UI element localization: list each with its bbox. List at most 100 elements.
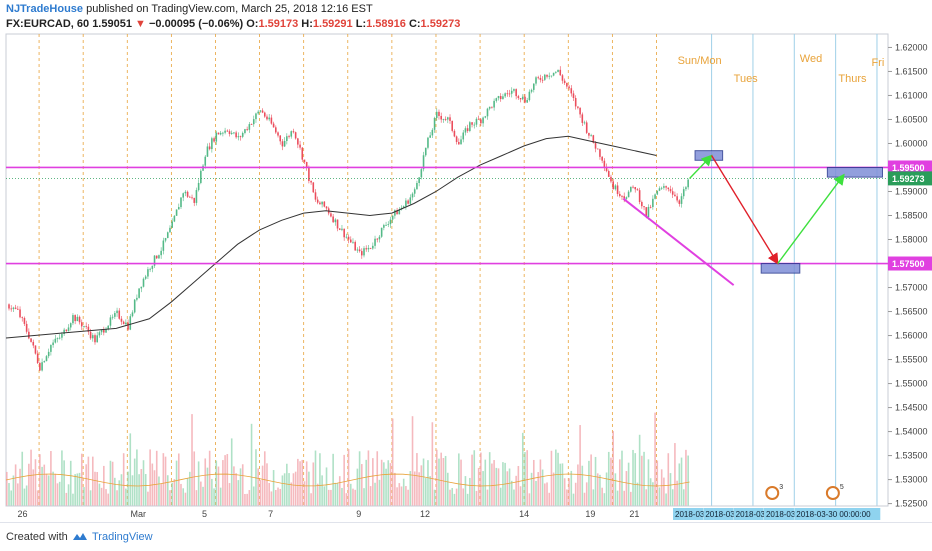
volume-bar — [418, 472, 420, 506]
candle-body — [107, 325, 110, 330]
volume-bar — [294, 471, 297, 506]
candle-body — [140, 286, 143, 289]
candle-body — [349, 239, 352, 243]
volume-bar — [336, 483, 339, 506]
economic-event-icon: 5 — [825, 484, 844, 500]
volume-bar — [676, 480, 678, 506]
candle-body — [519, 98, 522, 100]
volume-bar — [577, 464, 579, 506]
economic-event-icon: 3 — [765, 484, 783, 500]
candle-body — [594, 142, 597, 149]
candle-body — [12, 307, 15, 310]
candle-body — [394, 210, 396, 216]
candle-body — [649, 206, 652, 208]
candle-body — [294, 132, 297, 139]
future-date-label: 2018-03 — [766, 510, 796, 519]
candle-body — [627, 191, 630, 198]
candle-body — [555, 71, 557, 73]
volume-bar — [367, 450, 370, 506]
candle-body — [314, 192, 317, 200]
volume-bar — [469, 477, 471, 506]
future-date-label: 2018-03 — [736, 510, 766, 519]
candle-body — [78, 316, 81, 323]
candle-body — [583, 122, 586, 124]
volume-bar — [308, 471, 310, 506]
candle-body — [596, 148, 599, 150]
price-tick-label: 1.61500 — [895, 66, 928, 76]
volume-bar — [420, 465, 423, 506]
volume-bar — [638, 434, 641, 506]
volume-bar — [402, 478, 405, 506]
volume-bar — [8, 483, 10, 506]
volume-bar — [257, 468, 259, 506]
volume-bar — [349, 483, 352, 506]
candle-body — [685, 187, 687, 190]
volume-bar — [197, 461, 200, 506]
candle-body — [224, 130, 226, 133]
volume-bar — [480, 452, 482, 506]
candle-body — [618, 193, 621, 197]
volume-bar — [80, 453, 83, 506]
volume-bar — [458, 453, 460, 506]
volume-bar — [612, 431, 614, 506]
volume-bar — [303, 481, 306, 506]
volume-bar — [76, 473, 79, 506]
volume-bar — [574, 482, 577, 506]
price-chart[interactable]: 1.62000 1.61500 1.61000 1.60500 1.60000 1.595… — [0, 0, 932, 522]
open-label: O: — [246, 18, 259, 30]
candle-body — [323, 201, 326, 207]
candle-body — [641, 202, 643, 207]
down-triangle-icon: ▼ — [135, 18, 146, 30]
volume-bar — [10, 490, 13, 506]
volume-bar — [372, 458, 374, 506]
volume-bar — [193, 451, 196, 506]
candle-body — [630, 186, 632, 192]
volume-bar — [277, 487, 279, 506]
candle-body — [652, 198, 654, 208]
future-date-tag — [703, 508, 734, 520]
candle-body — [643, 206, 645, 208]
projection-arrow — [689, 154, 713, 180]
candle-body — [127, 322, 129, 330]
volume-bar — [572, 493, 575, 506]
candle-body — [177, 207, 180, 210]
candle-body — [528, 91, 531, 101]
candle-body — [219, 132, 222, 135]
candle-body — [54, 338, 57, 343]
volume-bar — [361, 464, 363, 506]
day-label: Thurs — [838, 73, 867, 85]
volume-bar — [354, 489, 356, 506]
footer: Created with TradingView — [0, 522, 932, 551]
candle-body — [444, 119, 447, 120]
candle-body — [319, 202, 321, 205]
day-label: Fri — [871, 57, 884, 69]
publisher-name[interactable]: NJTradeHouse — [6, 3, 84, 15]
volume-bar — [310, 493, 312, 506]
volume-bar — [91, 456, 94, 506]
candle-body — [103, 329, 105, 333]
candle-body — [438, 111, 440, 116]
candle-body — [43, 361, 46, 363]
volume-bar — [12, 475, 15, 506]
volume-bar — [550, 450, 553, 506]
volume-bar — [610, 457, 612, 506]
candle-body — [336, 219, 339, 229]
candle-body — [189, 196, 191, 198]
volume-bar — [275, 489, 277, 506]
volume-bar — [493, 460, 495, 506]
candle-body — [396, 210, 398, 215]
volume-bar — [189, 471, 191, 506]
candle-body — [279, 135, 282, 142]
volume-bar — [530, 472, 533, 506]
candle-body — [590, 135, 592, 137]
candle-body — [477, 118, 480, 120]
candle-body — [118, 310, 121, 319]
tradingview-brand[interactable]: TradingView — [92, 531, 153, 543]
volume-bar — [517, 465, 520, 506]
volume-bar — [100, 487, 103, 506]
volume-bar — [614, 473, 617, 506]
volume-bar — [618, 459, 621, 506]
volume-bar — [270, 491, 273, 506]
candle-body — [546, 74, 548, 77]
volume-bar — [327, 489, 330, 506]
